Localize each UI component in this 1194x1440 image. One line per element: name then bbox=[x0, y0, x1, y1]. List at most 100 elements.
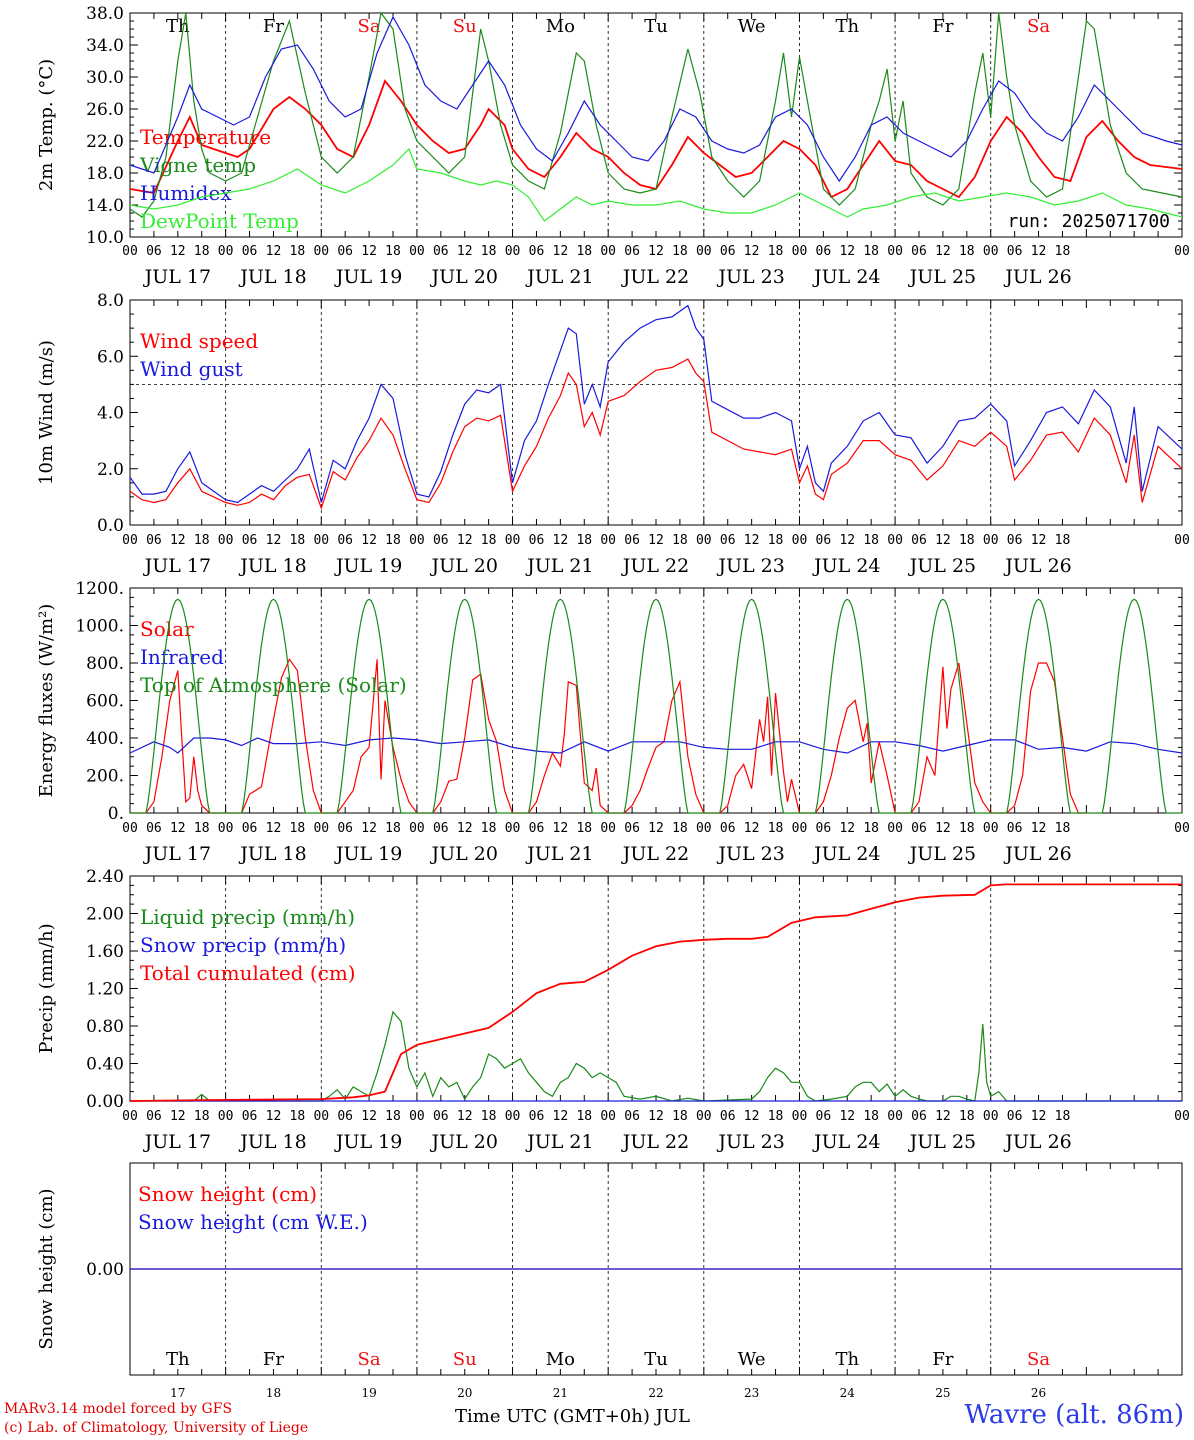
hour-tick-label: 12 bbox=[266, 244, 282, 259]
hour-tick-label: 00 bbox=[600, 244, 616, 259]
hour-tick-label: 00 bbox=[887, 821, 903, 836]
hour-tick-label: 06 bbox=[911, 533, 927, 548]
hour-tick-label: 12 bbox=[457, 244, 473, 259]
hour-tick-label: 06 bbox=[816, 533, 832, 548]
day-label: JUL 20 bbox=[429, 843, 497, 865]
lab-credit: (c) Lab. of Climatology, University of L… bbox=[4, 1420, 309, 1436]
hour-tick-label: 12 bbox=[839, 821, 855, 836]
legend-infrared: Infrared bbox=[140, 645, 224, 669]
hour-tick-label: 12 bbox=[744, 1109, 760, 1124]
hour-tick-label: 18 bbox=[385, 244, 401, 259]
hour-tick-label: 06 bbox=[624, 244, 640, 259]
hour-tick-label: 18 bbox=[863, 533, 879, 548]
hour-tick-label: 12 bbox=[457, 533, 473, 548]
hour-tick-label: 18 bbox=[672, 821, 688, 836]
day-label: JUL 25 bbox=[908, 555, 976, 577]
y-tick-label: 34.0 bbox=[86, 36, 124, 56]
weekday-label: Mo bbox=[546, 16, 575, 37]
day-label: JUL 19 bbox=[334, 266, 402, 288]
hour-tick-label: 00 bbox=[1174, 533, 1190, 548]
day-label: JUL 20 bbox=[429, 1131, 497, 1153]
hour-tick-label: 12 bbox=[266, 1109, 282, 1124]
hour-tick-label: 00 bbox=[696, 533, 712, 548]
hour-tick-label: 06 bbox=[242, 533, 258, 548]
hour-tick-label: 12 bbox=[457, 1109, 473, 1124]
hour-tick-label: 12 bbox=[935, 1109, 951, 1124]
hour-tick-label: 12 bbox=[553, 1109, 569, 1124]
hour-tick-label: 12 bbox=[553, 821, 569, 836]
hour-tick-label: 00 bbox=[122, 821, 138, 836]
hour-tick-label: 12 bbox=[935, 244, 951, 259]
y-tick-label: 0.80 bbox=[86, 1017, 124, 1037]
weekday-label: Fr bbox=[263, 16, 284, 37]
hour-tick-label: 06 bbox=[337, 244, 353, 259]
hour-tick-label: 00 bbox=[505, 244, 521, 259]
hour-tick-label: 00 bbox=[313, 244, 329, 259]
day-number-label: 25 bbox=[935, 1386, 950, 1400]
y-tick-label: 2.40 bbox=[86, 867, 124, 887]
panel-3: 0. 200. 400. 600. 800. 1000. 1200. Energy fluxe… bbox=[36, 579, 1190, 865]
hour-tick-label: 18 bbox=[481, 821, 497, 836]
day-number-label: 20 bbox=[457, 1386, 472, 1400]
day-label: JUL 24 bbox=[812, 266, 880, 288]
hour-tick-label: 12 bbox=[170, 821, 186, 836]
hour-tick-label: 00 bbox=[409, 1109, 425, 1124]
y-tick-label: 8.0 bbox=[97, 291, 124, 311]
day-number-label: 17 bbox=[170, 1386, 185, 1400]
y-tick-label: 2.0 bbox=[97, 460, 124, 480]
hour-tick-label: 06 bbox=[242, 1109, 258, 1124]
hour-tick-label: 00 bbox=[409, 533, 425, 548]
hour-tick-label: 18 bbox=[290, 533, 306, 548]
hour-tick-label: 12 bbox=[1031, 821, 1047, 836]
plot-frame bbox=[129, 299, 1183, 526]
hour-tick-label: 00 bbox=[792, 533, 808, 548]
hour-tick-label: 12 bbox=[839, 244, 855, 259]
day-label: JUL 20 bbox=[429, 555, 497, 577]
y-tick-label: 4.0 bbox=[97, 404, 124, 424]
hour-tick-label: 06 bbox=[529, 244, 545, 259]
weekday-label: Sa bbox=[1027, 16, 1050, 37]
hour-tick-label: 18 bbox=[576, 244, 592, 259]
hour-tick-label: 18 bbox=[863, 821, 879, 836]
y-tick-label: 1000. bbox=[75, 617, 124, 637]
y-tick-label: 10.0 bbox=[86, 228, 124, 248]
weekday-label: We bbox=[738, 16, 766, 37]
hour-tick-label: 18 bbox=[576, 821, 592, 836]
legend-wind-gust: Wind gust bbox=[140, 357, 243, 381]
y-axis-label: 2m Temp. (°C) bbox=[36, 59, 57, 191]
hour-tick-label: 00 bbox=[1174, 244, 1190, 259]
hour-tick-label: 12 bbox=[361, 533, 377, 548]
hour-tick-label: 18 bbox=[194, 244, 210, 259]
hour-tick-label: 18 bbox=[863, 1109, 879, 1124]
hour-tick-label: 06 bbox=[1007, 533, 1023, 548]
day-label: JUL 26 bbox=[1003, 1131, 1071, 1153]
day-label: JUL 23 bbox=[716, 266, 784, 288]
day-label: JUL 26 bbox=[1003, 555, 1071, 577]
hour-tick-label: 06 bbox=[337, 533, 353, 548]
y-tick-label: 38.0 bbox=[86, 4, 124, 24]
hour-tick-label: 06 bbox=[242, 244, 258, 259]
hour-tick-label: 12 bbox=[170, 244, 186, 259]
hour-tick-label: 18 bbox=[385, 1109, 401, 1124]
hour-tick-label: 06 bbox=[529, 821, 545, 836]
weekday-label: Sa bbox=[358, 1349, 381, 1370]
day-label: JUL 21 bbox=[525, 1131, 593, 1153]
hour-tick-label: 00 bbox=[983, 1109, 999, 1124]
hour-tick-label: 00 bbox=[887, 1109, 903, 1124]
day-label: JUL 18 bbox=[238, 555, 306, 577]
weekday-label: Sa bbox=[358, 16, 381, 37]
day-number-label: 19 bbox=[361, 1386, 376, 1400]
series-wind-speed bbox=[129, 358, 1183, 510]
hour-tick-label: 06 bbox=[1007, 821, 1023, 836]
series-humidex bbox=[129, 15, 1183, 183]
hour-tick-label: 12 bbox=[361, 1109, 377, 1124]
day-label: JUL 21 bbox=[525, 555, 593, 577]
hour-tick-label: 06 bbox=[1007, 1109, 1023, 1124]
hour-tick-label: 06 bbox=[433, 244, 449, 259]
day-number-label: 26 bbox=[1031, 1386, 1046, 1400]
series-vigne-temp bbox=[129, 11, 1183, 218]
weekday-label: Th bbox=[835, 1349, 859, 1370]
hour-tick-label: 06 bbox=[146, 1109, 162, 1124]
hour-tick-label: 18 bbox=[576, 533, 592, 548]
hour-tick-label: 06 bbox=[146, 821, 162, 836]
